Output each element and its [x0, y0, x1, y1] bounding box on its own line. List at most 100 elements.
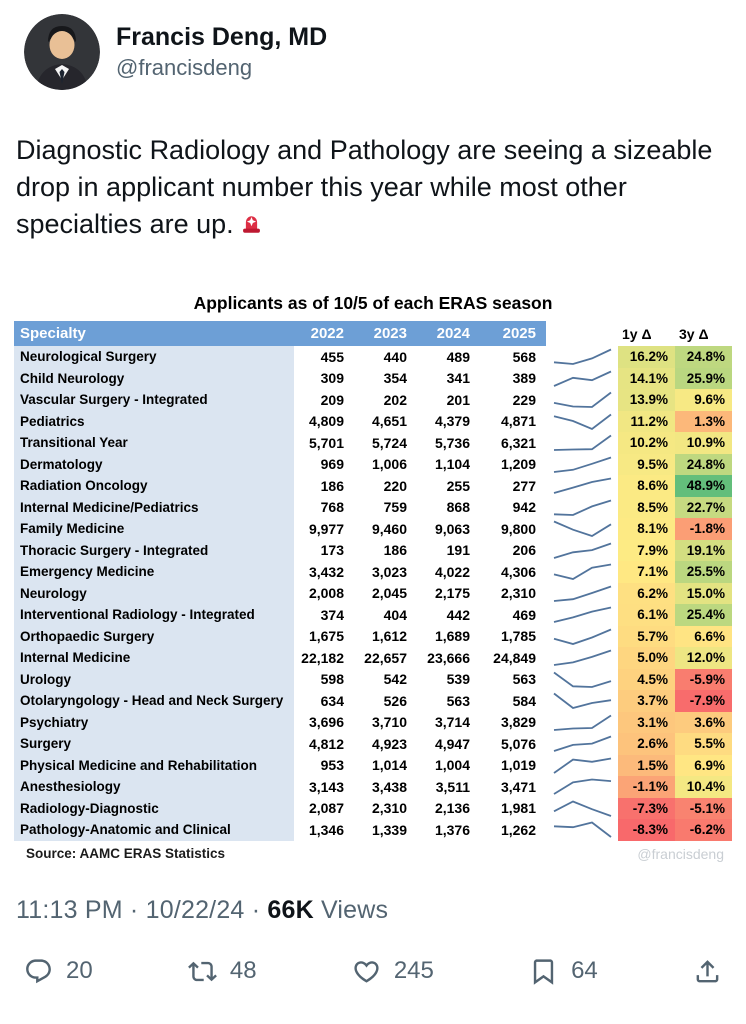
- year-value-cell: 489: [446, 348, 470, 365]
- views-label: Views: [321, 895, 389, 924]
- reply-button[interactable]: 20: [24, 957, 93, 986]
- year-value-cell: 5,076: [500, 735, 536, 752]
- year-value-cell: 6,321: [500, 434, 536, 451]
- table-row: Family Medicine 9,977 9,460 9,063 9,800 8.1% -…: [14, 518, 732, 540]
- trend-sparkline: [546, 733, 618, 755]
- delta-3y-cell: 12.0%: [675, 647, 732, 669]
- delta-3y-cell: 25.4%: [675, 604, 732, 626]
- year-value-cell: 277: [512, 477, 536, 494]
- year-value-cell: 2,087: [308, 800, 344, 817]
- delta-1y-cell: 1.5%: [618, 754, 675, 776]
- year-value-cell: 191: [446, 542, 470, 559]
- trend-sparkline: [546, 583, 618, 605]
- display-name[interactable]: Francis Deng, MD: [116, 22, 328, 51]
- year-value-cell: 2,175: [434, 585, 470, 602]
- specialty-cell: Thoracic Surgery - Integrated: [14, 539, 294, 561]
- like-button[interactable]: 245: [352, 957, 434, 986]
- delta-3y-cell: 22.7%: [675, 496, 732, 518]
- delta-3y-cell: -5.9%: [675, 668, 732, 690]
- tweet-text: Diagnostic Radiology and Pathology are s…: [16, 132, 718, 243]
- year-value-cell: 1,019: [500, 757, 536, 774]
- delta-3y-cell: 6.9%: [675, 754, 732, 776]
- delta-1y-cell: 9.5%: [618, 453, 675, 475]
- year-value-cell: 4,651: [371, 413, 407, 430]
- delta-3y-cell: 3.6%: [675, 711, 732, 733]
- table-row: Surgery 4,812 4,923 4,947 5,076 2.6% 5.5%: [14, 733, 732, 755]
- trend-sparkline: [546, 647, 618, 669]
- year-value-cell: 24,849: [493, 649, 536, 666]
- specialty-cell: Otolaryngology - Head and Neck Surgery: [14, 690, 294, 712]
- post-time: 11:13 PM: [16, 895, 123, 924]
- year-value-cell: 22,657: [364, 649, 407, 666]
- table-row: Internal Medicine/Pediatrics 768 759 868 942…: [14, 496, 732, 519]
- year-value-cell: 209: [320, 391, 344, 408]
- delta-1y-cell: 2.6%: [618, 733, 675, 755]
- trend-sparkline: [546, 411, 618, 433]
- delta-3y-cell: 10.4%: [675, 776, 732, 798]
- specialty-cell: Vascular Surgery - Integrated: [14, 389, 294, 411]
- bookmark-button[interactable]: 64: [529, 957, 598, 986]
- year-value-cell: 768: [320, 499, 344, 516]
- trend-sparkline: [546, 346, 618, 368]
- year-value-cell: 4,923: [371, 735, 407, 752]
- trend-sparkline: [546, 497, 618, 519]
- table-row: Child Neurology 309 354 341 389 14.1% 25.9%: [14, 367, 732, 389]
- year-value-cell: 4,947: [434, 735, 470, 752]
- delta-1y-cell: 6.1%: [618, 604, 675, 626]
- table-row: Urology 598 542 539 563 4.5% -5.9%: [14, 668, 732, 690]
- like-count: 245: [393, 957, 434, 984]
- column-header-year: 2024: [417, 321, 480, 346]
- year-value-cell: 173: [320, 542, 344, 559]
- post-header: Francis Deng, MD @francisdeng: [0, 0, 746, 90]
- avatar[interactable]: [24, 14, 100, 90]
- table-row: Psychiatry 3,696 3,710 3,714 3,829 3.1% 3.6%: [14, 711, 732, 733]
- year-value-cell: 440: [383, 348, 407, 365]
- year-value-cell: 3,714: [434, 714, 470, 731]
- table-row: Radiation Oncology 186 220 255 277 8.6% 48.9%: [14, 475, 732, 497]
- trend-sparkline: [546, 454, 618, 476]
- trend-sparkline: [546, 389, 618, 411]
- year-value-cell: 1,675: [308, 628, 344, 645]
- repost-button[interactable]: 48: [187, 957, 257, 986]
- table-title: Applicants as of 10/5 of each ERAS seaso…: [193, 293, 553, 313]
- specialty-cell: Anesthesiology: [14, 776, 294, 798]
- tweet-image[interactable]: Applicants as of 10/5 of each ERAS seaso…: [14, 293, 732, 862]
- specialty-cell: Dermatology: [14, 453, 294, 475]
- watermark: @francisdeng: [637, 845, 724, 862]
- year-value-cell: 309: [320, 370, 344, 387]
- delta-1y-cell: 7.9%: [618, 539, 675, 561]
- year-value-cell: 229: [512, 391, 536, 408]
- delta-3y-cell: 6.6%: [675, 625, 732, 647]
- source-note: Source: AAMC ERAS Statistics: [26, 846, 226, 861]
- year-value-cell: 341: [446, 370, 470, 387]
- delta-3y-cell: 9.6%: [675, 389, 732, 411]
- year-value-cell: 1,104: [434, 456, 470, 473]
- year-value-cell: 3,696: [308, 714, 344, 731]
- delta-3y-cell: -6.2%: [675, 819, 732, 841]
- year-value-cell: 2,008: [308, 585, 344, 602]
- specialty-cell: Neurological Surgery: [14, 346, 294, 368]
- user-handle[interactable]: @francisdeng: [116, 55, 253, 81]
- year-value-cell: 255: [446, 477, 470, 494]
- specialty-cell: Pediatrics: [14, 410, 294, 432]
- table-row: Interventional Radiology - Integrated 374…: [14, 604, 732, 626]
- applicants-table: Specialty 2022 2023 2024 2025 1y Δ 3y Δ Neurolo…: [14, 321, 732, 841]
- column-header-trend: [546, 321, 618, 346]
- share-icon: [696, 959, 719, 982]
- specialty-cell: Family Medicine: [14, 518, 294, 540]
- year-value-cell: 542: [383, 671, 407, 688]
- specialty-cell: Radiology-Diagnostic: [14, 797, 294, 819]
- like-icon: [354, 960, 379, 983]
- table-row: Dermatology 969 1,006 1,104 1,209 9.5% 24.8%: [14, 453, 732, 476]
- year-value-cell: 1,612: [371, 628, 407, 645]
- column-header-delta: 3y Δ: [675, 321, 732, 346]
- trend-sparkline: [546, 626, 618, 648]
- delta-3y-cell: 5.5%: [675, 733, 732, 755]
- delta-3y-cell: 48.9%: [675, 475, 732, 497]
- repost-icon: [187, 961, 217, 981]
- year-value-cell: 563: [446, 692, 470, 709]
- year-value-cell: 3,143: [308, 778, 344, 795]
- share-button[interactable]: [693, 957, 722, 986]
- specialty-cell: Internal Medicine/Pediatrics: [14, 496, 294, 518]
- year-value-cell: 4,306: [500, 563, 536, 580]
